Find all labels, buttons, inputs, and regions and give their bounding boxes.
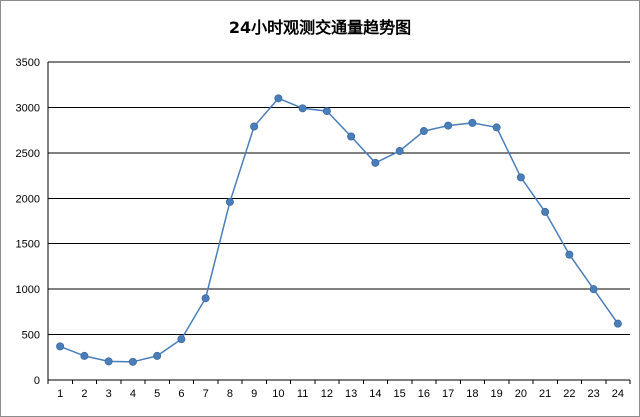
x-tick-label: 13 xyxy=(345,388,357,400)
x-tick-label: 18 xyxy=(466,388,478,400)
x-tick-label: 8 xyxy=(227,388,233,400)
x-tick-label: 11 xyxy=(297,388,308,400)
data-point xyxy=(516,173,525,182)
x-tick-label: 20 xyxy=(515,388,527,400)
x-tick-label: 17 xyxy=(442,388,454,400)
data-point xyxy=(322,107,331,116)
series-line xyxy=(59,97,619,363)
data-point xyxy=(492,123,501,132)
chart-title: 24小时观测交通量趋势图 xyxy=(228,18,412,37)
y-tick-label: 2000 xyxy=(16,193,40,205)
y-tick-label: 2500 xyxy=(16,148,40,160)
data-point xyxy=(589,285,598,294)
y-tick-label: 3500 xyxy=(16,57,40,69)
data-point xyxy=(613,319,622,328)
y-tick-label: 0 xyxy=(34,375,40,387)
x-tick-label: 4 xyxy=(130,388,136,400)
x-tick-label: 9 xyxy=(251,388,257,400)
x-tick-label: 22 xyxy=(563,388,575,400)
data-point xyxy=(274,94,283,103)
x-tick-label: 24 xyxy=(612,388,624,400)
x-tick-label: 23 xyxy=(588,388,600,400)
x-tick-label: 14 xyxy=(369,388,381,400)
x-tick-label: 1 xyxy=(57,388,63,400)
x-tick-label: 6 xyxy=(178,388,184,400)
data-point xyxy=(347,132,356,141)
data-point xyxy=(104,357,113,366)
x-tick-label: 3 xyxy=(106,388,112,400)
x-tick-label: 12 xyxy=(321,388,333,400)
x-tick-label: 2 xyxy=(81,388,87,400)
data-point xyxy=(56,342,65,351)
x-tick-label: 16 xyxy=(418,388,430,400)
y-tick-label: 1500 xyxy=(16,239,40,251)
x-tick-label: 7 xyxy=(203,388,209,400)
data-point xyxy=(128,357,137,366)
x-tick-label: 10 xyxy=(272,388,284,400)
x-tick-label: 15 xyxy=(394,388,406,400)
data-point xyxy=(177,335,186,344)
y-tick-label: 500 xyxy=(22,330,40,342)
data-point xyxy=(444,121,453,130)
data-point xyxy=(419,127,428,136)
data-point xyxy=(298,104,307,113)
data-point xyxy=(468,118,477,127)
data-point xyxy=(80,351,89,360)
y-tick-label: 3000 xyxy=(16,102,40,114)
x-tick-label: 5 xyxy=(154,388,160,400)
data-point xyxy=(541,207,550,216)
data-point xyxy=(371,158,380,167)
data-point xyxy=(565,250,574,259)
y-tick-label: 1000 xyxy=(16,284,40,296)
x-tick-label: 19 xyxy=(491,388,503,400)
data-point xyxy=(201,294,210,303)
x-tick-label: 21 xyxy=(539,388,551,400)
data-point xyxy=(153,351,162,360)
data-point xyxy=(395,147,404,156)
data-point xyxy=(250,122,259,131)
data-point xyxy=(225,197,234,206)
